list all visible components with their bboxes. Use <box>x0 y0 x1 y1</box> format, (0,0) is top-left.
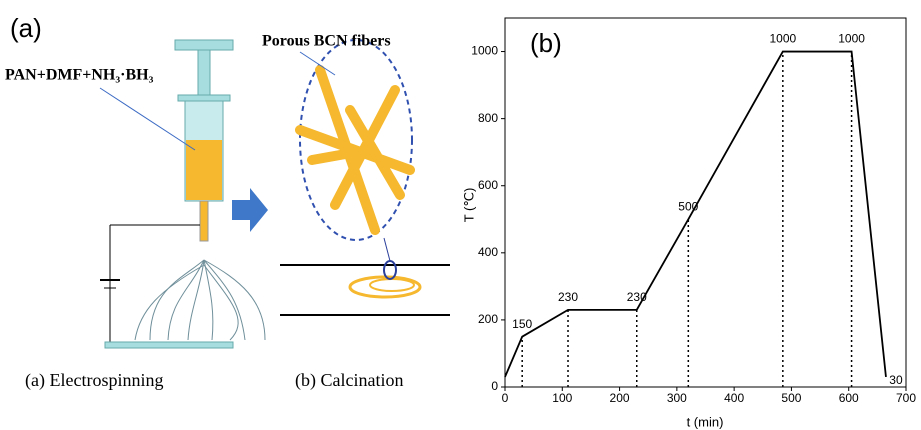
y-tick-label: 200 <box>478 312 498 326</box>
fibers <box>295 65 415 235</box>
needle <box>199 200 209 242</box>
pointer <box>299 51 336 76</box>
zoom-circle <box>299 39 413 241</box>
x-tick-label: 0 <box>502 391 509 405</box>
pointer <box>383 237 391 262</box>
data-label: 1000 <box>838 32 865 46</box>
syringe-flange <box>177 94 231 102</box>
x-tick-label: 400 <box>724 391 744 405</box>
syringe-plunger <box>174 39 234 51</box>
diagram: (a) PAN+DMF+NH₃·BH₃ (a) Electrospinning … <box>5 13 450 391</box>
x-tick-label: 600 <box>839 391 859 405</box>
panel-label: (b) <box>530 28 562 58</box>
y-tick-label: 1000 <box>471 44 498 58</box>
y-tick-label: 400 <box>478 245 498 259</box>
syringe-rod <box>197 49 211 96</box>
data-label: 1000 <box>769 32 796 46</box>
data-label: 150 <box>512 317 532 331</box>
fiber-mesh <box>134 259 266 341</box>
x-tick-label: 200 <box>610 391 630 405</box>
pointer <box>99 87 196 151</box>
step-label: (b) Calcination <box>295 370 403 391</box>
arrow <box>232 188 268 232</box>
fibers-label: Porous BCN fibers <box>262 33 391 50</box>
y-tick-label: 800 <box>478 111 498 125</box>
x-tick-label: 100 <box>552 391 572 405</box>
x-tick-label: 300 <box>667 391 687 405</box>
series-line <box>504 50 887 378</box>
plot-frame <box>504 17 907 388</box>
x-axis-label: t (min) <box>687 414 724 429</box>
data-label: 230 <box>558 290 578 304</box>
y-tick-label: 600 <box>478 178 498 192</box>
collector <box>104 341 234 349</box>
solution-label: PAN+DMF+NH₃·BH₃ <box>5 67 154 84</box>
panel-label: (a) <box>10 13 42 43</box>
fiber-sample <box>369 278 415 292</box>
y-tick-label: 0 <box>491 379 498 393</box>
x-tick-label: 500 <box>781 391 801 405</box>
step-label: (a) Electrospinning <box>25 370 163 391</box>
data-label: 30 <box>889 373 903 387</box>
chart: (b) t (min) T (℃) 0 100 200 300 400 500 600 700… <box>461 17 916 429</box>
solution <box>186 140 222 200</box>
y-axis-label: T (℃) <box>461 188 476 223</box>
x-tick-label: 700 <box>896 391 916 405</box>
